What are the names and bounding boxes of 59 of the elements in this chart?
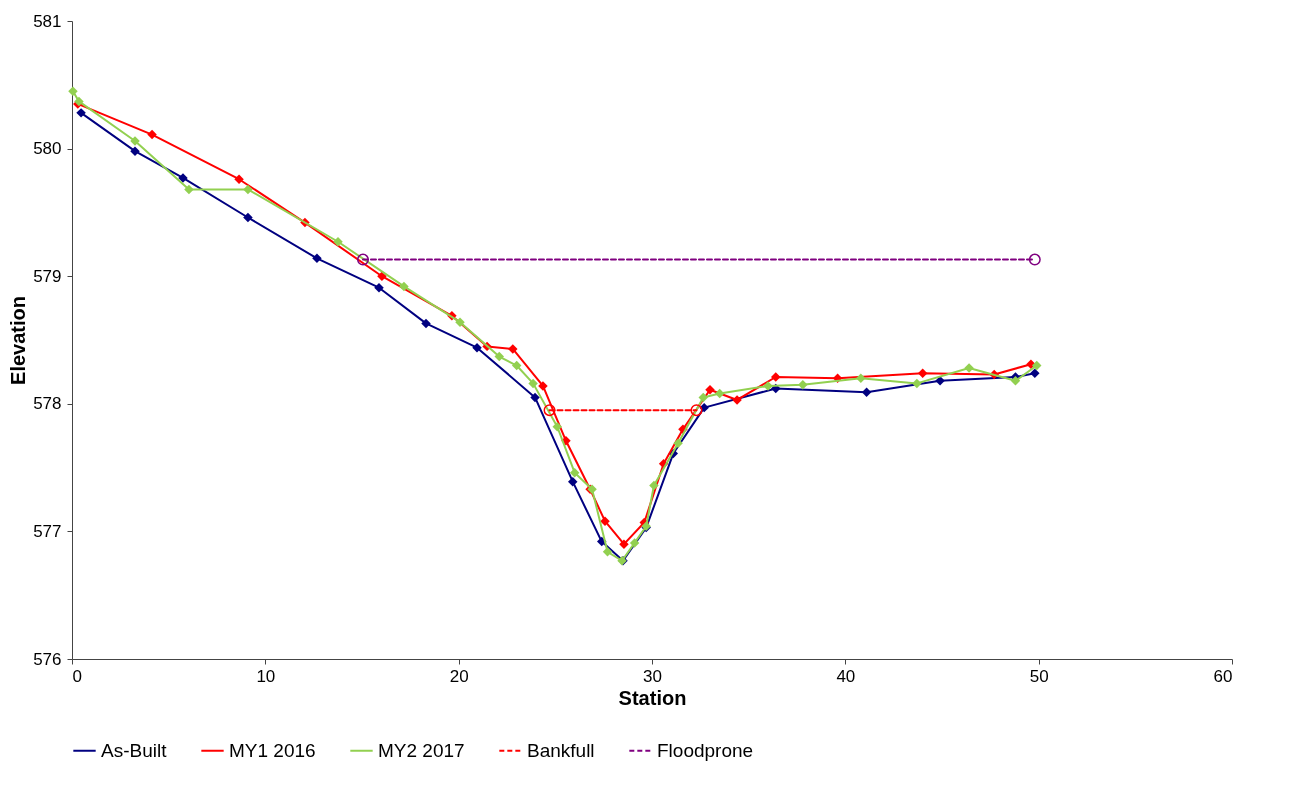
point: [673, 438, 683, 449]
point: [543, 404, 556, 417]
point: [421, 318, 431, 329]
point: [511, 360, 522, 371]
point: [917, 368, 928, 378]
x-tick-label: 10: [256, 666, 276, 686]
y-tick-label: 576: [33, 649, 62, 669]
y-axis-title: Elevation: [7, 296, 30, 385]
point: [861, 387, 872, 398]
point: [377, 271, 387, 281]
legend-label: MY1 2016: [229, 739, 316, 761]
legend-label: Floodprone: [657, 739, 754, 761]
legend-label: Bankfull: [527, 739, 595, 761]
point: [770, 372, 781, 382]
x-tick-label: 40: [836, 666, 856, 686]
x-axis-title: Station: [618, 686, 687, 709]
point: [528, 378, 538, 389]
point: [494, 351, 505, 362]
point: [1030, 368, 1040, 378]
point: [649, 480, 659, 491]
point: [602, 547, 613, 557]
point: [399, 281, 409, 292]
legend-label: As-Built: [101, 739, 168, 761]
point: [798, 379, 808, 390]
x-tick-label: 20: [449, 666, 469, 686]
x-tick-label: 0: [72, 666, 82, 686]
point: [312, 253, 322, 264]
point: [569, 467, 580, 478]
point: [714, 388, 725, 399]
point: [333, 237, 343, 247]
point: [374, 282, 384, 293]
point: [567, 476, 578, 487]
point: [147, 129, 157, 140]
point: [1031, 360, 1042, 371]
y-tick-label: 581: [33, 11, 62, 31]
legend-label: MY2 2017: [378, 739, 465, 761]
point: [243, 212, 253, 223]
point: [508, 344, 518, 354]
point: [472, 342, 482, 353]
y-tick-label: 578: [33, 394, 62, 414]
point: [1028, 253, 1041, 266]
y-tick-label: 577: [33, 521, 62, 541]
point: [243, 184, 253, 195]
point: [552, 422, 563, 432]
point: [530, 392, 540, 403]
x-tick-label: 50: [1029, 666, 1049, 686]
point: [184, 184, 194, 195]
y-tick-label: 579: [33, 266, 62, 286]
point: [698, 392, 708, 403]
x-tick-label: 60: [1213, 666, 1233, 686]
point: [356, 253, 369, 266]
point: [705, 385, 715, 395]
point: [856, 373, 866, 384]
y-tick-label: 580: [33, 139, 62, 159]
x-tick-label: 30: [643, 666, 662, 686]
point: [629, 538, 640, 548]
point: [690, 404, 703, 417]
point: [1010, 376, 1021, 386]
point: [912, 378, 922, 389]
